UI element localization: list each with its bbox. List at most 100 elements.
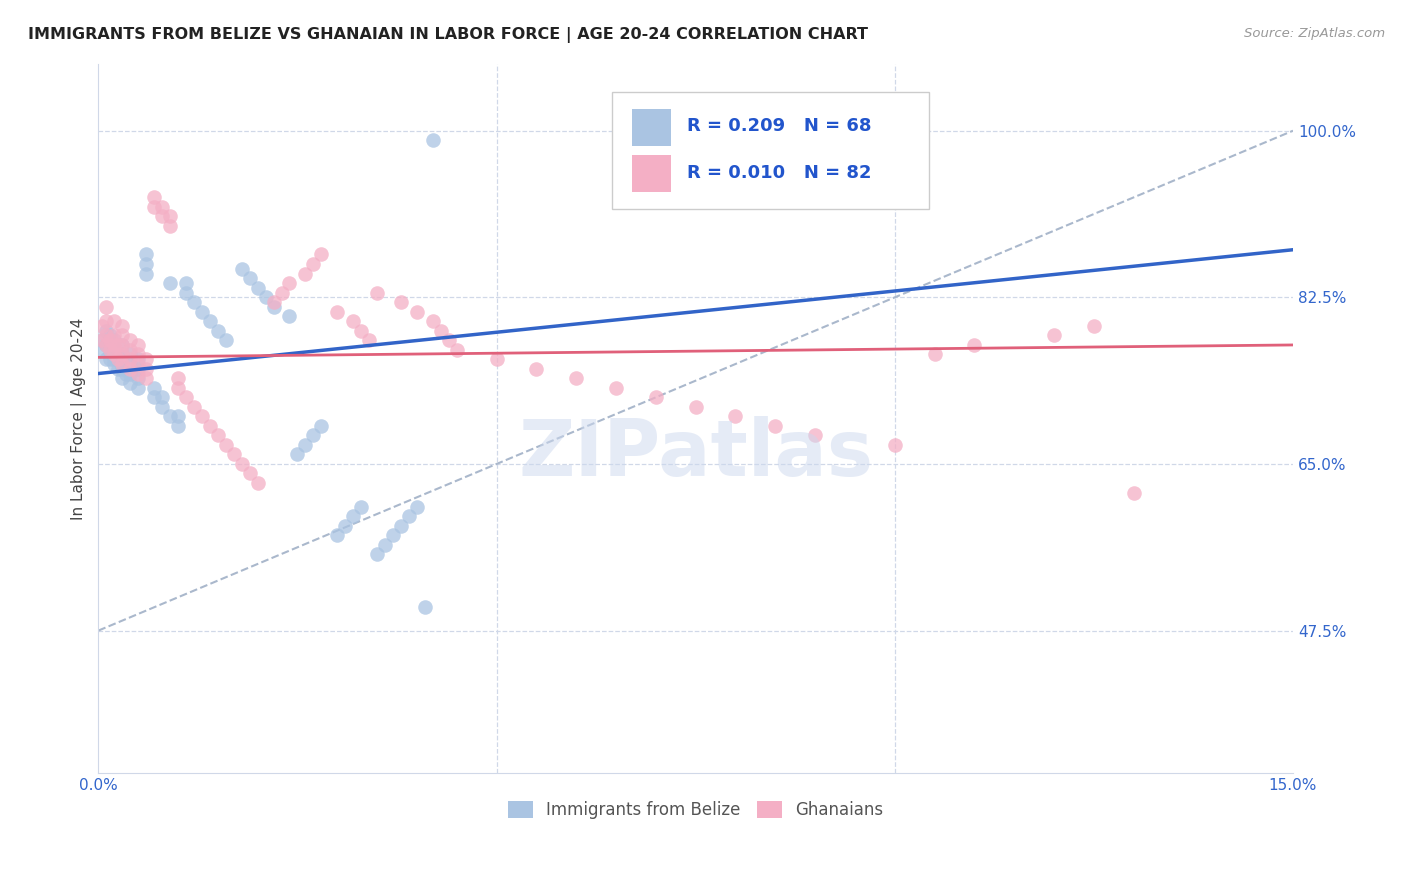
Point	[724, 409, 747, 424]
Text: R = 0.209   N = 68: R = 0.209 N = 68	[688, 118, 872, 136]
Point	[135, 352, 157, 367]
Point	[143, 200, 166, 214]
Legend: Immigrants from Belize, Ghanaians: Immigrants from Belize, Ghanaians	[501, 794, 890, 825]
Point	[143, 190, 166, 204]
Point	[382, 528, 405, 542]
Point	[605, 381, 627, 395]
Point	[120, 343, 142, 357]
Point	[413, 599, 436, 614]
Point	[91, 343, 114, 357]
Point	[127, 371, 149, 385]
Point	[239, 271, 262, 285]
Point	[524, 361, 547, 376]
Text: Source: ZipAtlas.com: Source: ZipAtlas.com	[1244, 27, 1385, 40]
Point	[111, 347, 134, 361]
Point	[107, 347, 129, 361]
Point	[963, 338, 986, 352]
Text: R = 0.010   N = 82: R = 0.010 N = 82	[688, 164, 872, 182]
Point	[96, 324, 118, 338]
Point	[302, 257, 325, 271]
Point	[231, 261, 253, 276]
Point	[159, 409, 181, 424]
Point	[91, 333, 114, 347]
Point	[359, 333, 381, 347]
Point	[150, 200, 173, 214]
Point	[120, 333, 142, 347]
Point	[111, 371, 134, 385]
Point	[198, 418, 221, 433]
Point	[246, 281, 269, 295]
Point	[103, 343, 125, 357]
Point	[103, 333, 125, 347]
Point	[111, 361, 134, 376]
Point	[294, 438, 316, 452]
Point	[98, 343, 121, 357]
Point	[120, 367, 142, 381]
Point	[103, 352, 125, 367]
Point	[350, 324, 373, 338]
Point	[135, 361, 157, 376]
Point	[103, 347, 125, 361]
Point	[111, 354, 134, 368]
Point	[311, 418, 333, 433]
Point	[437, 333, 460, 347]
Point	[103, 328, 125, 343]
Y-axis label: In Labor Force | Age 20-24: In Labor Force | Age 20-24	[72, 318, 87, 520]
Point	[127, 367, 149, 381]
Point	[135, 371, 157, 385]
FancyBboxPatch shape	[612, 93, 928, 210]
Point	[115, 367, 138, 381]
Point	[143, 381, 166, 395]
Point	[430, 324, 453, 338]
Point	[127, 352, 149, 367]
Point	[183, 400, 205, 414]
Point	[326, 304, 349, 318]
Point	[135, 247, 157, 261]
Point	[239, 467, 262, 481]
Point	[1122, 485, 1144, 500]
Point	[246, 475, 269, 490]
Point	[159, 210, 181, 224]
Point	[96, 328, 118, 343]
Point	[222, 447, 245, 461]
Point	[107, 338, 129, 352]
Text: ZIPatlas: ZIPatlas	[519, 417, 873, 492]
Point	[135, 257, 157, 271]
Point	[924, 347, 946, 361]
Point	[398, 509, 420, 524]
Point	[111, 338, 134, 352]
Point	[98, 328, 121, 343]
Point	[96, 338, 118, 352]
Point	[127, 357, 149, 371]
Point	[120, 357, 142, 371]
Point	[422, 314, 444, 328]
Bar	[633, 155, 671, 192]
Point	[287, 447, 309, 461]
Point	[127, 361, 149, 376]
Point	[111, 357, 134, 371]
Point	[107, 352, 129, 367]
Point	[215, 438, 238, 452]
Point	[366, 285, 388, 300]
Point	[263, 295, 285, 310]
Point	[103, 314, 125, 328]
Point	[91, 318, 114, 333]
Point	[406, 500, 429, 514]
Point	[120, 376, 142, 390]
Point	[883, 438, 905, 452]
Point	[120, 347, 142, 361]
Point	[1083, 318, 1105, 333]
Point	[98, 352, 121, 367]
Point	[111, 318, 134, 333]
Point	[231, 457, 253, 471]
Point	[167, 409, 190, 424]
Point	[278, 310, 301, 324]
Text: IMMIGRANTS FROM BELIZE VS GHANAIAN IN LABOR FORCE | AGE 20-24 CORRELATION CHART: IMMIGRANTS FROM BELIZE VS GHANAIAN IN LA…	[28, 27, 868, 43]
Point	[644, 390, 666, 404]
Point	[167, 371, 190, 385]
Point	[191, 304, 214, 318]
Point	[191, 409, 214, 424]
Point	[159, 276, 181, 290]
Point	[350, 500, 373, 514]
Point	[96, 352, 118, 367]
